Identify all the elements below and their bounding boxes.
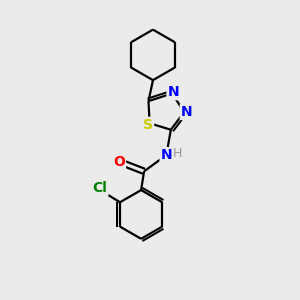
Text: N: N xyxy=(181,105,192,119)
Text: O: O xyxy=(113,155,125,170)
Text: N: N xyxy=(160,148,172,162)
Text: Cl: Cl xyxy=(93,181,107,195)
Text: N: N xyxy=(167,85,179,99)
Text: H: H xyxy=(173,147,182,160)
Text: S: S xyxy=(143,118,153,132)
